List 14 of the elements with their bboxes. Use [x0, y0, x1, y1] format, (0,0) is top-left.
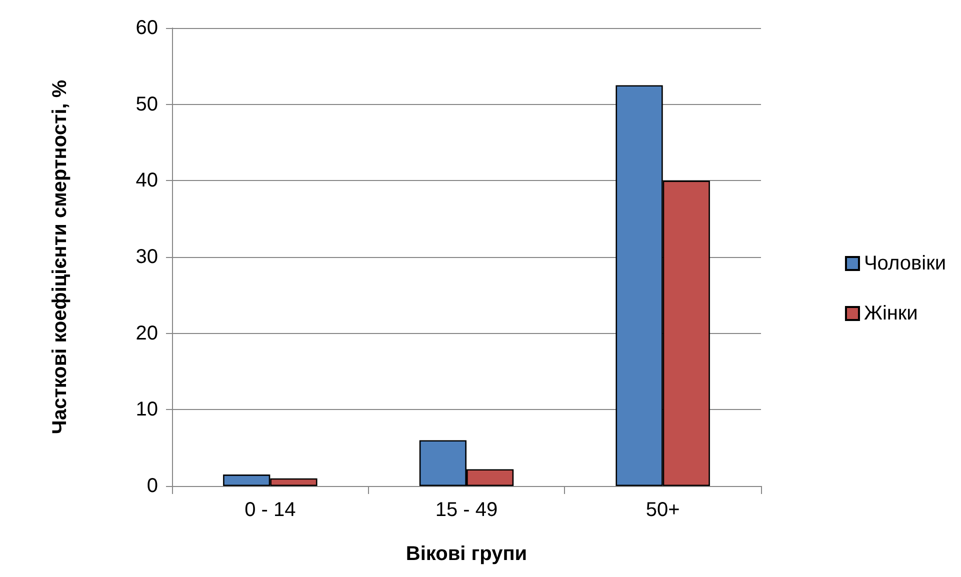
y-tick-label: 0 — [146, 475, 158, 497]
y-tick-label: 50 — [136, 93, 158, 116]
x-tick-label: 50+ — [646, 499, 680, 521]
y-axis-title: Часткові коефіцієнти смертності, % — [49, 80, 71, 434]
x-tick-label: 15 - 49 — [435, 499, 498, 521]
y-tick-label: 60 — [136, 17, 158, 39]
x-tick-label: 0 - 14 — [244, 499, 296, 521]
y-tick-label: 20 — [136, 322, 158, 344]
y-tick-label: 30 — [136, 246, 158, 268]
legend-label: Чоловіки — [864, 252, 946, 274]
x-axis-title: Вікові групи — [406, 543, 528, 565]
y-tick-label: 10 — [136, 398, 158, 421]
y-tick-label: 40 — [136, 170, 158, 192]
legend-label: Жінки — [864, 302, 918, 324]
